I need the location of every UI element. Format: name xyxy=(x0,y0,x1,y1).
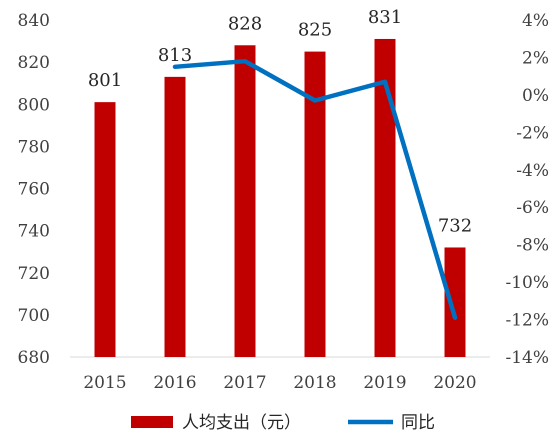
bar-2017 xyxy=(234,45,256,358)
y-right-tick-label: -4% xyxy=(516,161,549,181)
yoy-point xyxy=(384,81,386,83)
legend-line-label: 同比 xyxy=(401,413,435,433)
yoy-point xyxy=(174,66,176,68)
y-right-tick-label: -12% xyxy=(505,311,549,331)
bar-2015 xyxy=(94,102,116,357)
y-right-tick-label: -10% xyxy=(505,273,549,293)
bar-data-label: 828 xyxy=(228,13,262,34)
y-left-tick-label: 800 xyxy=(18,95,50,115)
bar-2018 xyxy=(304,51,326,357)
bar-data-label: 825 xyxy=(298,20,332,41)
y-right-tick-label: -8% xyxy=(516,236,549,256)
x-tick-label: 2017 xyxy=(223,373,266,393)
bar-2019 xyxy=(374,38,396,358)
y-left-tick-label: 740 xyxy=(18,222,50,242)
y-left-tick-label: 720 xyxy=(18,264,50,284)
y-right-tick-label: 2% xyxy=(522,48,549,68)
y-left-tick-label: 840 xyxy=(18,11,50,31)
right-axis: -14% -12% -10% -8% -6% -4% -2% 0% 2% 4% xyxy=(505,11,549,368)
y-left-tick-label: 780 xyxy=(18,137,50,157)
y-right-tick-label: 0% xyxy=(522,86,549,106)
bar-data-labels: 801 813 828 825 831 732 xyxy=(88,7,472,237)
x-tick-label: 2020 xyxy=(433,373,476,393)
y-left-tick-label: 680 xyxy=(18,348,50,368)
legend-bar-label: 人均支出（元） xyxy=(182,413,301,433)
yoy-point xyxy=(314,100,316,102)
bar-data-label: 801 xyxy=(88,70,122,91)
x-tick-label: 2019 xyxy=(363,373,406,393)
yoy-point xyxy=(454,317,456,319)
legend: 人均支出（元） 同比 xyxy=(131,413,435,433)
y-left-tick-label: 820 xyxy=(18,53,50,73)
y-right-tick-label: -14% xyxy=(505,348,549,368)
bar-data-label: 813 xyxy=(158,45,192,66)
x-tick-label: 2016 xyxy=(153,373,196,393)
y-left-tick-label: 760 xyxy=(18,180,50,200)
x-tick-label: 2018 xyxy=(293,373,336,393)
left-axis: 680 700 720 740 760 780 800 820 840 xyxy=(18,11,50,368)
x-axis: 2015 2016 2017 2018 2019 2020 xyxy=(83,373,476,393)
x-tick-label: 2015 xyxy=(83,373,126,393)
bar-2020 xyxy=(444,247,466,357)
bar-2016 xyxy=(164,76,186,358)
y-right-tick-label: -2% xyxy=(516,123,549,143)
bar-data-label: 732 xyxy=(438,215,472,236)
y-right-tick-label: -6% xyxy=(516,198,549,218)
yoy-point xyxy=(244,60,246,62)
line-series xyxy=(172,58,458,320)
y-left-tick-label: 700 xyxy=(18,306,50,326)
y-right-tick-label: 4% xyxy=(522,11,549,31)
legend-bar-swatch xyxy=(131,416,173,428)
bar-data-label: 831 xyxy=(368,7,402,28)
bar-series xyxy=(94,38,466,358)
